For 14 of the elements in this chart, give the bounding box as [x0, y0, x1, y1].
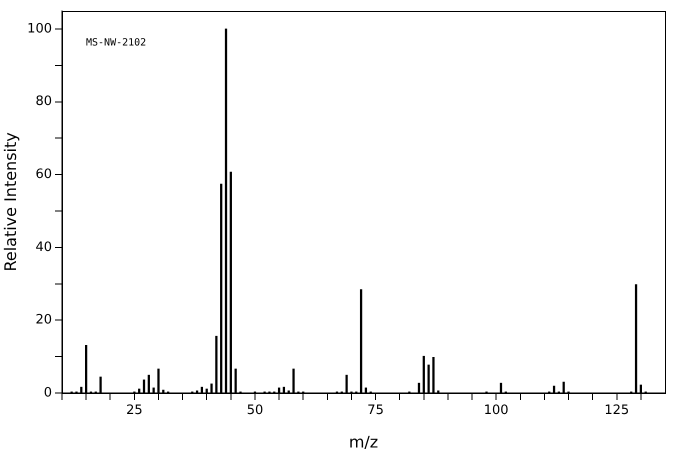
x-tick-label: 50 — [246, 403, 264, 418]
x-tick-label: 125 — [604, 403, 630, 418]
y-tick-label: 60 — [35, 166, 52, 182]
x-tick-label: 75 — [367, 403, 384, 418]
y-axis-title: Relative Intensity — [0, 132, 20, 272]
y-tick-label: 80 — [35, 94, 52, 110]
x-axis-title: m/z — [348, 432, 378, 452]
y-tick-label: 0 — [44, 385, 52, 400]
annotation: MS-NW-2102 — [86, 37, 146, 48]
x-tick-label: 25 — [126, 403, 143, 418]
x-tick-label: 100 — [484, 403, 509, 418]
y-tick-label: 100 — [27, 21, 52, 36]
y-tick-label: 40 — [35, 240, 52, 255]
y-tick-label: 20 — [35, 312, 52, 328]
